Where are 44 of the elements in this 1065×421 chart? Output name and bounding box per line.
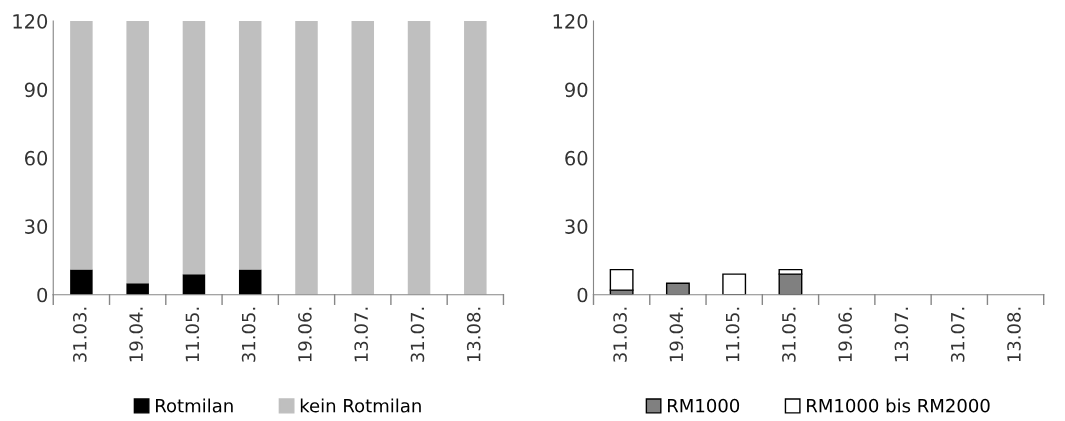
bar	[295, 21, 318, 295]
x-tick-label: 19.04.	[129, 307, 143, 362]
x-tick-label: 31.07.	[950, 307, 965, 362]
bar	[182, 21, 206, 275]
x-tick-label: 31.05.	[782, 307, 796, 362]
x-tick-label: 19.04.	[669, 307, 684, 362]
legend-label: Rotmilan	[156, 398, 233, 413]
y-tick-label: 120	[13, 14, 48, 29]
y-tick-label: 30	[565, 219, 588, 234]
x-tick-label: 19.06.	[838, 307, 852, 362]
y-tick-label: 60	[565, 150, 588, 166]
y-tick-label: 0	[37, 287, 48, 303]
bar	[238, 269, 262, 295]
bar	[722, 273, 747, 295]
bar	[464, 21, 487, 295]
bar	[126, 21, 149, 284]
bar	[238, 21, 262, 270]
x-tick-label: 31.07.	[410, 307, 425, 362]
y-tick-label: 120	[553, 14, 588, 29]
y-tick-label: 0	[577, 287, 588, 303]
y-tick-label: 90	[24, 82, 48, 98]
bar	[70, 21, 93, 270]
bar	[351, 21, 375, 295]
x-tick-label: 31.03.	[613, 307, 627, 362]
bar	[126, 283, 149, 295]
x-tick-label: 13.07.	[894, 307, 909, 362]
bar	[407, 21, 431, 295]
legend-label: kein Rotmilan	[300, 398, 421, 413]
legend-label: RM1000 bis RM2000	[807, 398, 990, 413]
x-tick-label: 11.05.	[185, 307, 200, 362]
bar	[609, 268, 634, 291]
x-tick-label: 19.06.	[298, 307, 312, 362]
bar	[70, 269, 93, 295]
x-tick-label: 31.05.	[241, 307, 256, 362]
x-tick-label: 11.05.	[725, 307, 740, 362]
legend-label: RM1000	[668, 398, 740, 413]
x-tick-label: 31.03.	[72, 307, 87, 362]
bar	[182, 274, 206, 295]
y-tick-label: 90	[565, 82, 588, 98]
x-tick-label: 13.07.	[354, 307, 368, 362]
x-tick-label: 13.08.	[1007, 307, 1021, 362]
y-tick-label: 60	[25, 150, 48, 166]
y-tick-label: 30	[25, 219, 48, 234]
x-tick-label: 13.08.	[466, 307, 481, 362]
